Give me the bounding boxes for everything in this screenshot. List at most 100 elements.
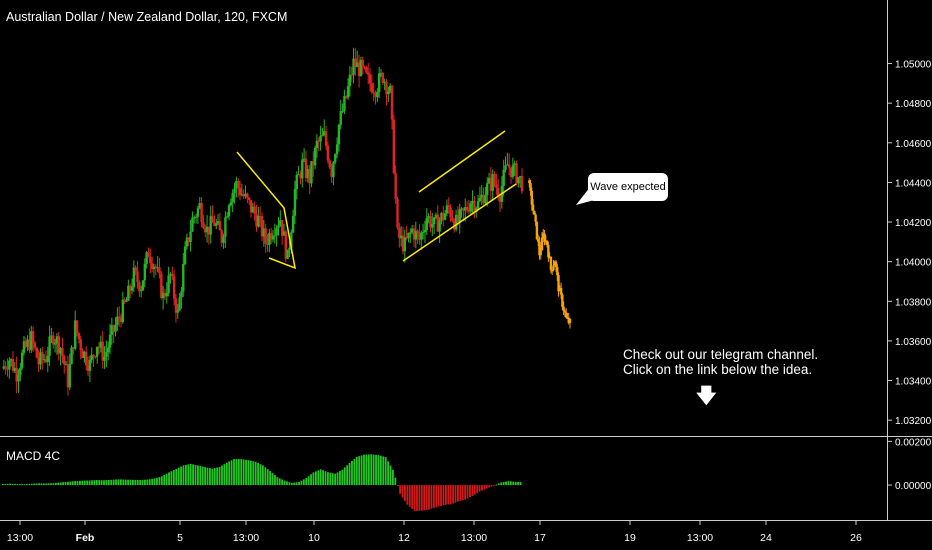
candle-body	[321, 135, 324, 137]
candle-body	[418, 233, 421, 240]
candle-body	[247, 197, 251, 201]
macd-bar	[129, 479, 132, 486]
macd-bar	[514, 481, 517, 486]
macd-bar	[286, 481, 288, 486]
macd-bar	[440, 485, 442, 506]
time-tick-label: 13:00	[7, 532, 33, 544]
price-tick-label: 1.05000	[895, 60, 932, 71]
macd-bar	[218, 466, 221, 486]
macd-bar	[216, 467, 219, 486]
candle-body	[432, 217, 436, 225]
macd-bar	[153, 478, 156, 486]
macd-bar	[372, 454, 375, 486]
candle-body	[200, 202, 203, 223]
price-tick-label: 1.03400	[895, 377, 932, 388]
projection-body	[536, 239, 540, 242]
macd-bar	[141, 479, 144, 486]
macd-bar	[305, 478, 308, 486]
macd-bar	[119, 479, 122, 486]
macd-bar	[387, 461, 389, 486]
macd-bar	[298, 481, 300, 486]
candle-body	[103, 356, 106, 361]
macd-bar	[276, 477, 279, 486]
macd-bar	[384, 457, 387, 486]
macd-bar	[148, 479, 151, 486]
macd-bar	[50, 483, 52, 486]
candle-body	[504, 165, 507, 170]
candle-body	[143, 263, 147, 281]
macd-bar	[505, 481, 507, 486]
candle-body	[72, 347, 75, 349]
macd-bar	[74, 481, 77, 486]
macd-bar	[180, 466, 182, 486]
macd-bar	[365, 454, 368, 486]
candle-body	[169, 273, 172, 276]
candle-body	[81, 350, 84, 359]
macd-bar	[461, 485, 464, 501]
flag-pattern	[236, 151, 296, 270]
candle-body	[370, 83, 374, 93]
candle-body	[486, 183, 489, 196]
candle-body	[489, 177, 493, 191]
candle-body	[251, 206, 255, 213]
candle-body	[332, 162, 335, 178]
candle-body	[449, 207, 452, 218]
candle-body	[277, 225, 280, 229]
macd-bar	[184, 464, 187, 486]
candle-body	[269, 233, 273, 240]
candle-body	[293, 189, 297, 216]
candle-body	[315, 140, 319, 149]
candle-body	[121, 299, 125, 323]
candle-body	[451, 217, 454, 221]
macd-bar	[237, 459, 240, 486]
candle-body	[116, 316, 119, 325]
candle-body	[211, 216, 214, 223]
macd-bar	[307, 476, 310, 486]
macd-bar	[353, 458, 356, 486]
macd-bar	[485, 485, 488, 489]
candle-body	[174, 298, 178, 313]
macd-bar	[146, 479, 149, 486]
candle-body	[471, 200, 474, 204]
candle-body	[31, 331, 35, 343]
macd-bar	[408, 485, 411, 507]
candle-body	[377, 73, 381, 92]
macd-bar	[9, 483, 12, 486]
macd-bar	[95, 480, 98, 486]
candle-body	[37, 357, 40, 365]
macd-bar	[252, 461, 255, 486]
macd-bar	[247, 460, 250, 486]
candle-body	[475, 208, 478, 212]
time-tick-label: 13:00	[233, 532, 259, 544]
macd-bar	[52, 483, 55, 486]
projection-body	[538, 241, 541, 256]
macd-bar	[375, 454, 377, 486]
candle-body	[158, 267, 161, 274]
candle-body	[317, 140, 320, 142]
candle-body	[101, 341, 104, 361]
projection-body	[568, 319, 572, 323]
candle-body	[323, 131, 326, 136]
candle-body	[414, 230, 418, 240]
time-tick-label: 13:00	[461, 532, 487, 544]
macd-bar	[245, 459, 247, 486]
macd-bar	[187, 464, 190, 486]
candle-body	[442, 212, 445, 220]
candle-body	[264, 228, 267, 244]
macd-bar	[363, 454, 365, 486]
macd-bar	[151, 478, 154, 486]
candle-body	[119, 318, 123, 323]
candle-body	[440, 212, 443, 221]
projection-body	[566, 317, 569, 320]
time-tick-label: 17	[534, 532, 546, 544]
macd-bar	[71, 481, 74, 486]
macd-bar	[449, 485, 452, 505]
candle-body	[229, 202, 233, 206]
macd-bar	[401, 485, 404, 498]
projection-body	[549, 256, 553, 270]
candle-body	[473, 200, 476, 212]
macd-bar	[343, 467, 346, 486]
price-tick-label: 1.03800	[895, 297, 932, 308]
macd-bar	[360, 455, 363, 486]
